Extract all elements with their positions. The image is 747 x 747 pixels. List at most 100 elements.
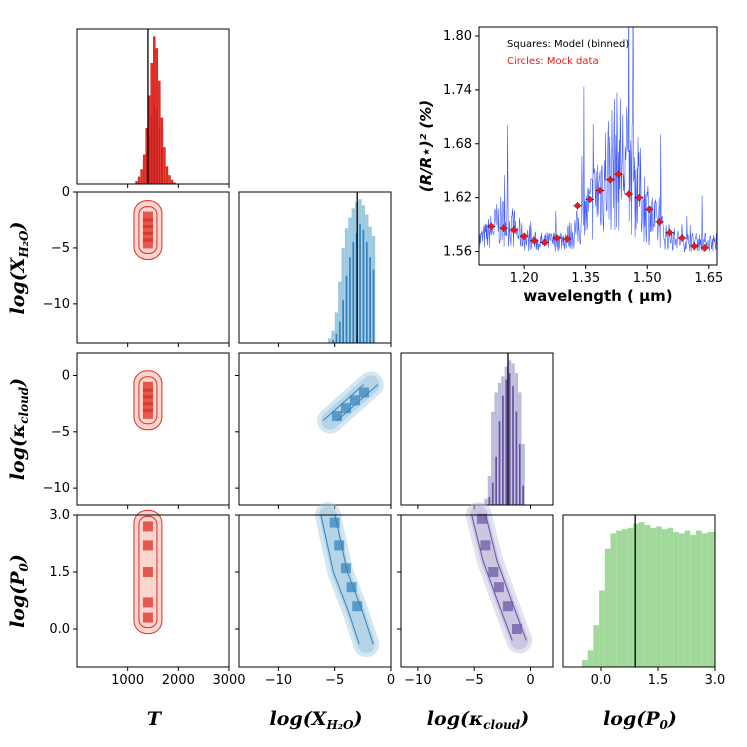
scatter-P0-vs-cloud-contour-right xyxy=(485,514,527,641)
legend-mock-data: Circles: Mock data xyxy=(507,56,599,67)
inset-y-ticklabel: 1.62 xyxy=(443,191,472,206)
scatter-H2O-vs-T-frame xyxy=(76,191,230,344)
scatter-P0-vs-T-density-bin xyxy=(142,540,153,551)
scatter-P0-vs-H2O-density-bin xyxy=(340,563,351,574)
scatter-H2O-vs-T-density-bin xyxy=(142,211,153,222)
hist-P0-bar xyxy=(696,530,702,667)
hist-cloud-overlay-bar xyxy=(522,485,525,505)
inset-x-label: wavelength ( μm) xyxy=(523,287,672,305)
hist-P0-bar xyxy=(701,533,708,667)
scatter-H2O-vs-T-contour-inner xyxy=(138,206,158,254)
scatter-P0-vs-T-contour-inner xyxy=(138,515,158,629)
inset-y-label: (R/R⋆)² (%) xyxy=(417,100,435,192)
scatter-P0-vs-cloud-cloud-halo xyxy=(465,502,533,654)
scatter-P0-vs-cloud-density-bin xyxy=(477,513,488,524)
hist-cloud xyxy=(400,352,554,509)
model-spectrum-line xyxy=(479,27,717,253)
mock-data-point xyxy=(679,235,685,241)
scatter-H2O-vs-T-contour-outer xyxy=(133,200,163,260)
mock-data-point xyxy=(500,225,507,231)
hist-P0-bar xyxy=(639,522,645,667)
hist-P0-bar xyxy=(593,625,600,667)
mock-data-point xyxy=(701,245,708,251)
hist-cloud-overlay-bar xyxy=(508,373,511,505)
hist-P0: 0.0 1.5 3.0 xyxy=(562,514,725,688)
y-label-P0: log(P0) xyxy=(7,554,31,628)
hist-T-core-bar xyxy=(153,102,155,184)
scatter-H2O-vs-T: −10 −5 0 xyxy=(43,185,230,347)
scatter-P0-vs-cloud-density-bin xyxy=(488,567,499,577)
hist-P0-bar xyxy=(661,529,668,667)
scatter-cloud-vs-T-density-bin xyxy=(142,395,153,406)
hist-cloud-frame xyxy=(400,352,554,506)
hist-T-bar xyxy=(140,169,143,184)
scatter-cloud-vs-T-density-bin xyxy=(142,381,153,392)
mock-data-point xyxy=(564,236,571,242)
scatter-cloud-vs-H2O-density-bin xyxy=(340,403,351,414)
scatter-P0-vs-H2O-x-ticklabel: −10 xyxy=(265,673,292,688)
scatter-P0-vs-H2O-frame xyxy=(238,514,392,668)
scatter-H2O-vs-T-density-bin xyxy=(142,218,153,229)
inset-y-ticklabel: 1.74 xyxy=(443,83,472,98)
scatter-P0-vs-T-density-bin xyxy=(142,612,153,623)
scatter-cloud-vs-H2O-contour-left xyxy=(322,384,365,421)
hist-cloud-overlay-bar xyxy=(515,411,518,505)
hist-H2O xyxy=(238,191,392,347)
hist-T-bar xyxy=(142,154,146,184)
scatter-cloud-vs-T-y-ticklabel: −5 xyxy=(51,425,70,440)
hist-cloud-overlay-bar xyxy=(512,385,514,505)
mock-data-point xyxy=(667,229,673,236)
scatter-P0-vs-H2O-density-bin xyxy=(334,540,345,551)
scatter-P0-vs-cloud-density-bin xyxy=(493,582,504,593)
hist-cloud-bar xyxy=(484,498,488,505)
x-label-T: T xyxy=(147,708,163,730)
mock-data-point xyxy=(646,206,653,213)
mock-data-point xyxy=(636,194,642,201)
hist-H2O-frame xyxy=(238,191,392,344)
scatter-P0-vs-H2O-density-bin xyxy=(329,517,340,528)
mock-data-point xyxy=(597,187,603,194)
hist-H2O-overlay-bar xyxy=(365,242,368,343)
inset-x-ticklabel: 1.35 xyxy=(571,271,600,286)
scatter-P0-vs-cloud-density-bin xyxy=(502,601,513,612)
hist-T-core-bar xyxy=(151,117,153,184)
hist-H2O-bar xyxy=(338,281,342,343)
scatter-P0-vs-cloud-contour-fill xyxy=(469,506,529,650)
hist-H2O-bar xyxy=(334,312,339,343)
inset-x-ticklabel: 1.50 xyxy=(633,271,662,286)
scatter-P0-vs-H2O-x-ticklabel: −5 xyxy=(325,673,344,688)
scatter-P0-vs-T-density-bin xyxy=(142,521,153,532)
hist-T-bar xyxy=(165,166,169,184)
inset-y-ticklabel: 1.56 xyxy=(443,245,472,260)
hist-T-bar xyxy=(168,175,171,184)
scatter-cloud-vs-T-density-bin xyxy=(142,408,153,419)
scatter-P0-vs-H2O: −10 −5 0 xyxy=(235,502,395,688)
scatter-P0-vs-H2O-x-ticklabel: 0 xyxy=(387,673,395,688)
scatter-P0-vs-cloud-frame xyxy=(400,514,554,668)
hist-T-bar xyxy=(170,179,174,184)
scatter-P0-vs-T-x-ticklabel: 2000 xyxy=(162,673,195,688)
hist-H2O-overlay-bar xyxy=(342,300,344,343)
hist-P0-bar xyxy=(627,527,634,667)
scatter-H2O-vs-T-y-ticklabel: 0 xyxy=(62,185,70,200)
hist-cloud-overlay-bar xyxy=(518,443,521,505)
hist-P0-bar xyxy=(616,530,622,667)
hist-P0-bar xyxy=(690,534,696,667)
hist-P0-bar xyxy=(673,531,679,667)
scatter-cloud-vs-T-density-bin xyxy=(142,388,153,399)
scatter-P0-vs-T-density-bin xyxy=(142,567,153,577)
scatter-cloud-vs-H2O-frame xyxy=(238,352,392,506)
scatter-cloud-vs-H2O xyxy=(235,352,392,509)
hist-P0-bar xyxy=(678,533,685,667)
hist-H2O-overlay-bar xyxy=(335,333,338,343)
mock-data-point xyxy=(541,239,548,246)
hist-H2O-bar xyxy=(341,248,345,343)
hist-cloud-overlay-bar xyxy=(505,379,508,505)
hist-P0-bar xyxy=(610,533,617,667)
inset-y-ticklabel: 1.68 xyxy=(443,137,472,152)
hist-P0-x-ticklabel: 0.0 xyxy=(591,673,612,688)
y-label-H2O: log(XH₂O) xyxy=(7,222,31,315)
scatter-P0-vs-T-x-ticklabel: 3000 xyxy=(212,673,245,688)
inset-x-ticklabel: 1.20 xyxy=(510,271,539,286)
